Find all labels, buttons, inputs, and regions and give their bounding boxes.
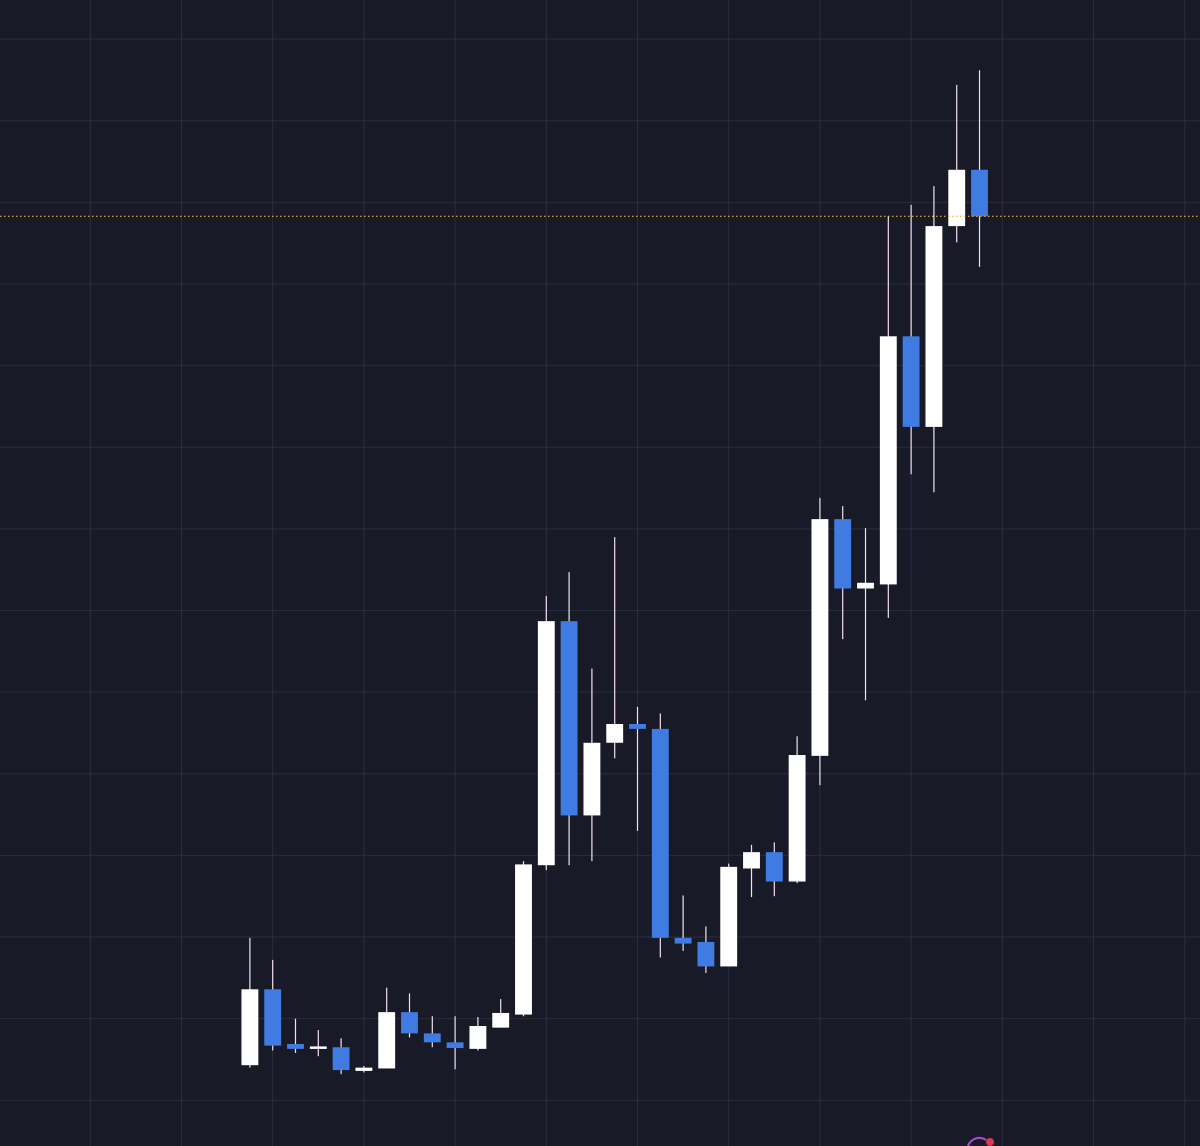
candle-body — [515, 864, 532, 1015]
candle-body — [629, 724, 646, 729]
candle-body — [925, 226, 943, 427]
candle-body — [948, 169, 966, 227]
logo-icon — [967, 1137, 987, 1146]
candle-body — [264, 989, 282, 1046]
candle-body — [309, 1046, 327, 1049]
candle-body — [583, 742, 601, 816]
candle-body — [651, 728, 669, 938]
candle-body — [446, 1042, 464, 1049]
candle-body — [537, 621, 555, 866]
candle-body — [857, 582, 874, 589]
candle-body — [971, 169, 988, 217]
candle-body — [492, 1012, 510, 1028]
candle-body — [287, 1043, 304, 1049]
candle-body — [788, 755, 806, 882]
candle-body — [697, 941, 715, 967]
candle-body — [423, 1033, 441, 1043]
candle-body — [811, 519, 829, 756]
candle-body — [469, 1026, 487, 1049]
candle-body — [743, 852, 760, 869]
candle-body — [241, 989, 259, 1066]
plot-area — [0, 70, 1200, 1075]
candle-body — [606, 724, 624, 743]
candle-body — [560, 621, 578, 816]
candle-body — [902, 336, 920, 427]
candle-body — [355, 1067, 373, 1071]
candle-body — [332, 1047, 350, 1071]
logo-dot — [986, 1138, 994, 1146]
candle-body — [720, 866, 738, 967]
candle-body — [834, 519, 852, 589]
candle-body — [765, 852, 783, 882]
candle-body — [378, 1012, 396, 1069]
candle-body — [879, 336, 897, 585]
candle-body — [674, 937, 692, 944]
candle-body — [401, 1012, 418, 1034]
